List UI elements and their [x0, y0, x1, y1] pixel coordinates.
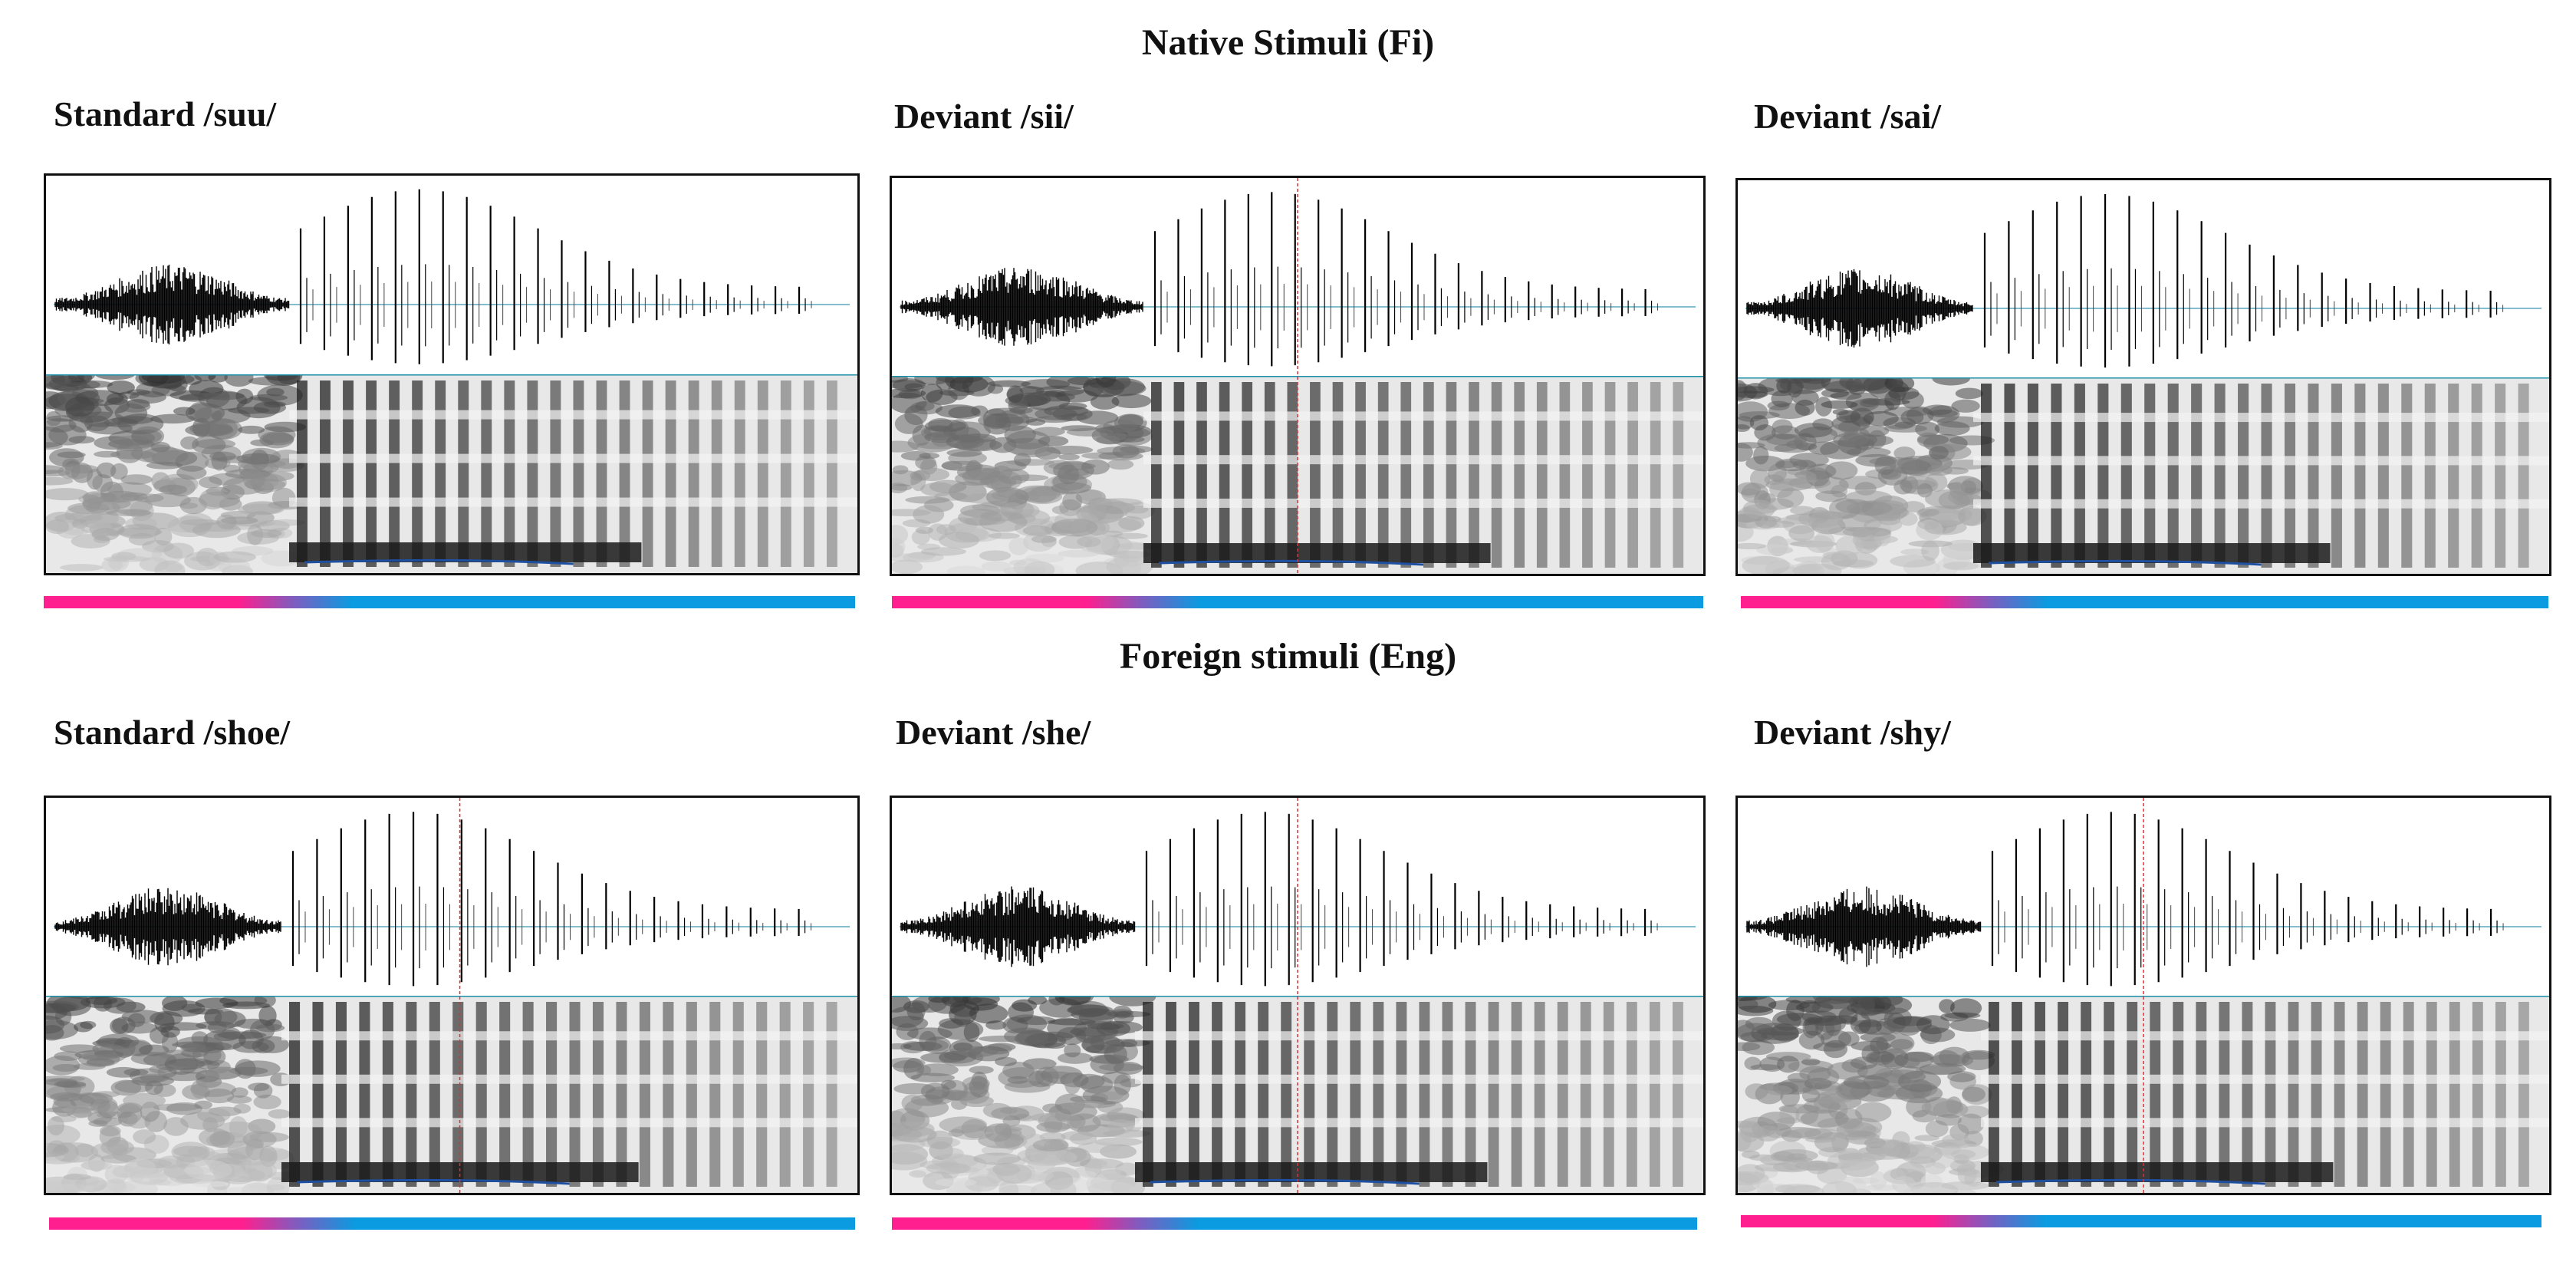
- segment-timebar: [44, 596, 855, 608]
- panel-title-deviant-shy: Deviant /shy/: [1754, 713, 1951, 752]
- waveform-spectrogram-panel: [890, 176, 1706, 576]
- waveform-spectrogram-panel: [44, 173, 860, 575]
- panel-title-deviant-sii: Deviant /sii/: [894, 97, 1074, 136]
- panel-title-standard-suu: Standard /suu/: [54, 94, 277, 133]
- section-title-native: Native Stimuli (Fi): [1141, 22, 1435, 63]
- waveform-spectrogram-graphic: [892, 178, 1703, 574]
- section-title-foreign: Foreign stimuli (Eng): [1119, 636, 1457, 677]
- waveform: [46, 798, 857, 996]
- panel-title-deviant-she: Deviant /she/: [896, 713, 1091, 752]
- waveform-spectrogram-panel: [1735, 178, 2551, 576]
- waveform-spectrogram-graphic: [892, 798, 1703, 1193]
- waveform-spectrogram-graphic: [1738, 798, 2549, 1193]
- spectrogram: [1738, 370, 2549, 574]
- waveform: [46, 176, 857, 374]
- waveform-spectrogram-graphic: [46, 176, 857, 573]
- spectrogram: [46, 992, 857, 1193]
- waveform-spectrogram-graphic: [46, 798, 857, 1193]
- segment-timebar: [1741, 1215, 2541, 1227]
- segment-timebar: [892, 596, 1703, 608]
- panel-title-standard-shoe: Standard /shoe/: [54, 713, 291, 752]
- waveform-spectrogram-panel: [1735, 796, 2551, 1195]
- segment-timebar: [1741, 596, 2548, 608]
- spectrogram: [46, 364, 857, 573]
- waveform-spectrogram-panel: [44, 796, 860, 1195]
- panel-title-deviant-sai: Deviant /sai/: [1754, 97, 1942, 136]
- waveform: [1738, 180, 2549, 377]
- waveform-spectrogram-graphic: [1738, 180, 2549, 574]
- segment-timebar: [892, 1217, 1697, 1230]
- waveform-spectrogram-panel: [890, 796, 1706, 1195]
- segment-timebar: [49, 1217, 855, 1230]
